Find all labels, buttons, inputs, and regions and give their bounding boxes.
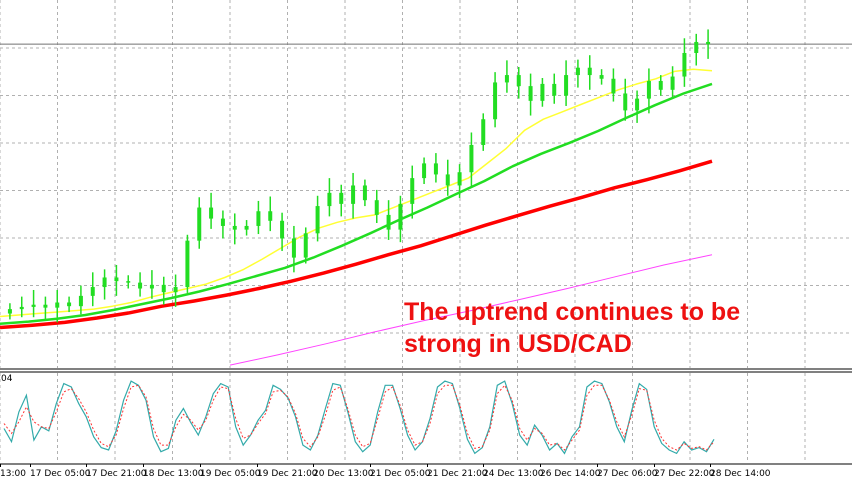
x-tick-label: 21 Dec 05:00: [370, 469, 431, 479]
candle-body: [398, 203, 403, 230]
x-tick-label: 27 Dec 06:00: [597, 469, 658, 479]
candle-body: [516, 75, 521, 87]
candle-body: [173, 287, 178, 293]
candle-body: [410, 178, 415, 204]
stochastic-main-line: [3, 380, 715, 455]
candle-body: [481, 119, 486, 145]
candle-body: [220, 218, 225, 226]
candle-body: [623, 93, 628, 111]
candle-body: [126, 281, 131, 283]
candle-body: [469, 144, 474, 173]
x-tick-label: 20 Dec 13:00: [313, 469, 374, 479]
ma-medium-line: [0, 82, 713, 326]
candle-body: [197, 207, 202, 241]
annotation-line-2: strong in USD/CAD: [404, 330, 632, 358]
candle-body: [552, 83, 557, 96]
candle-body: [433, 163, 438, 175]
candle-body: [315, 206, 320, 234]
candle-body: [540, 83, 545, 101]
candle-body: [327, 192, 332, 207]
candle-body: [256, 211, 261, 226]
x-tick-label: 27 Dec 22:00: [654, 469, 715, 479]
candle-body: [78, 295, 83, 307]
candle-body: [185, 240, 190, 288]
candle-body: [55, 302, 60, 308]
candle-body: [280, 220, 285, 239]
x-tick-label: 21 Dec 21:00: [427, 469, 488, 479]
candle-body: [161, 284, 166, 293]
candle-body: [351, 185, 356, 204]
candle-body: [43, 304, 48, 308]
candle-body: [67, 302, 72, 307]
ma-longest-line: [229, 254, 713, 366]
x-tick-label: 13:00: [0, 469, 26, 479]
candle-body: [682, 52, 687, 77]
candle-body: [268, 211, 273, 221]
candle-body: [658, 80, 663, 90]
candle-body: [646, 80, 651, 99]
candle-body: [339, 192, 344, 204]
candle-body: [564, 75, 569, 96]
candle-body: [528, 86, 533, 101]
candle-body: [599, 75, 604, 79]
candle-body: [493, 82, 498, 120]
candle-body: [90, 287, 95, 296]
candle-body: [706, 41, 711, 45]
ma-fast-line: [0, 68, 713, 318]
annotation-line-1: The uptrend continues to be: [404, 298, 741, 326]
ma-slow-line: [0, 159, 713, 330]
x-tick-label: 17 Dec 21:00: [86, 469, 147, 479]
candle-body: [209, 207, 214, 219]
candle-body: [422, 163, 427, 179]
stochastic-signal-line: [3, 384, 715, 451]
x-tick-label: 19 Dec 21:00: [257, 469, 318, 479]
candle-body: [149, 284, 154, 289]
candle-body: [635, 98, 640, 111]
candle-body: [362, 185, 367, 201]
candle-body: [291, 238, 296, 258]
x-tick-label: 17 Dec 05:00: [30, 469, 91, 479]
candle-body: [244, 225, 249, 230]
candle-body: [19, 306, 24, 310]
chart-annotation: The uptrend continues to be strong in US…: [404, 296, 740, 360]
candle-body: [670, 76, 675, 90]
candle-body: [504, 75, 509, 83]
candle-body: [7, 309, 12, 314]
candle-body: [138, 282, 143, 289]
candle-body: [374, 200, 379, 215]
candle-body: [31, 304, 36, 307]
x-tick-label: 19 Dec 05:00: [200, 469, 261, 479]
candle-body: [102, 277, 107, 288]
candle-body: [611, 78, 616, 94]
candle-body: [386, 214, 391, 230]
candle-body: [587, 67, 592, 76]
candle-body: [457, 172, 462, 186]
candle-body: [575, 67, 580, 76]
x-tick-label: 18 Dec 13:00: [143, 469, 204, 479]
candle-body: [445, 174, 450, 186]
oscillator-label: 04: [1, 374, 13, 384]
candle-body: [232, 225, 237, 230]
candle-body: [694, 41, 699, 53]
x-tick-label: 26 Dec 14:00: [540, 469, 601, 479]
candle-body: [114, 277, 119, 282]
candle-body: [303, 233, 308, 258]
x-tick-label: 28 Dec 14:00: [710, 469, 771, 479]
x-tick-label: 24 Dec 13:00: [483, 469, 544, 479]
